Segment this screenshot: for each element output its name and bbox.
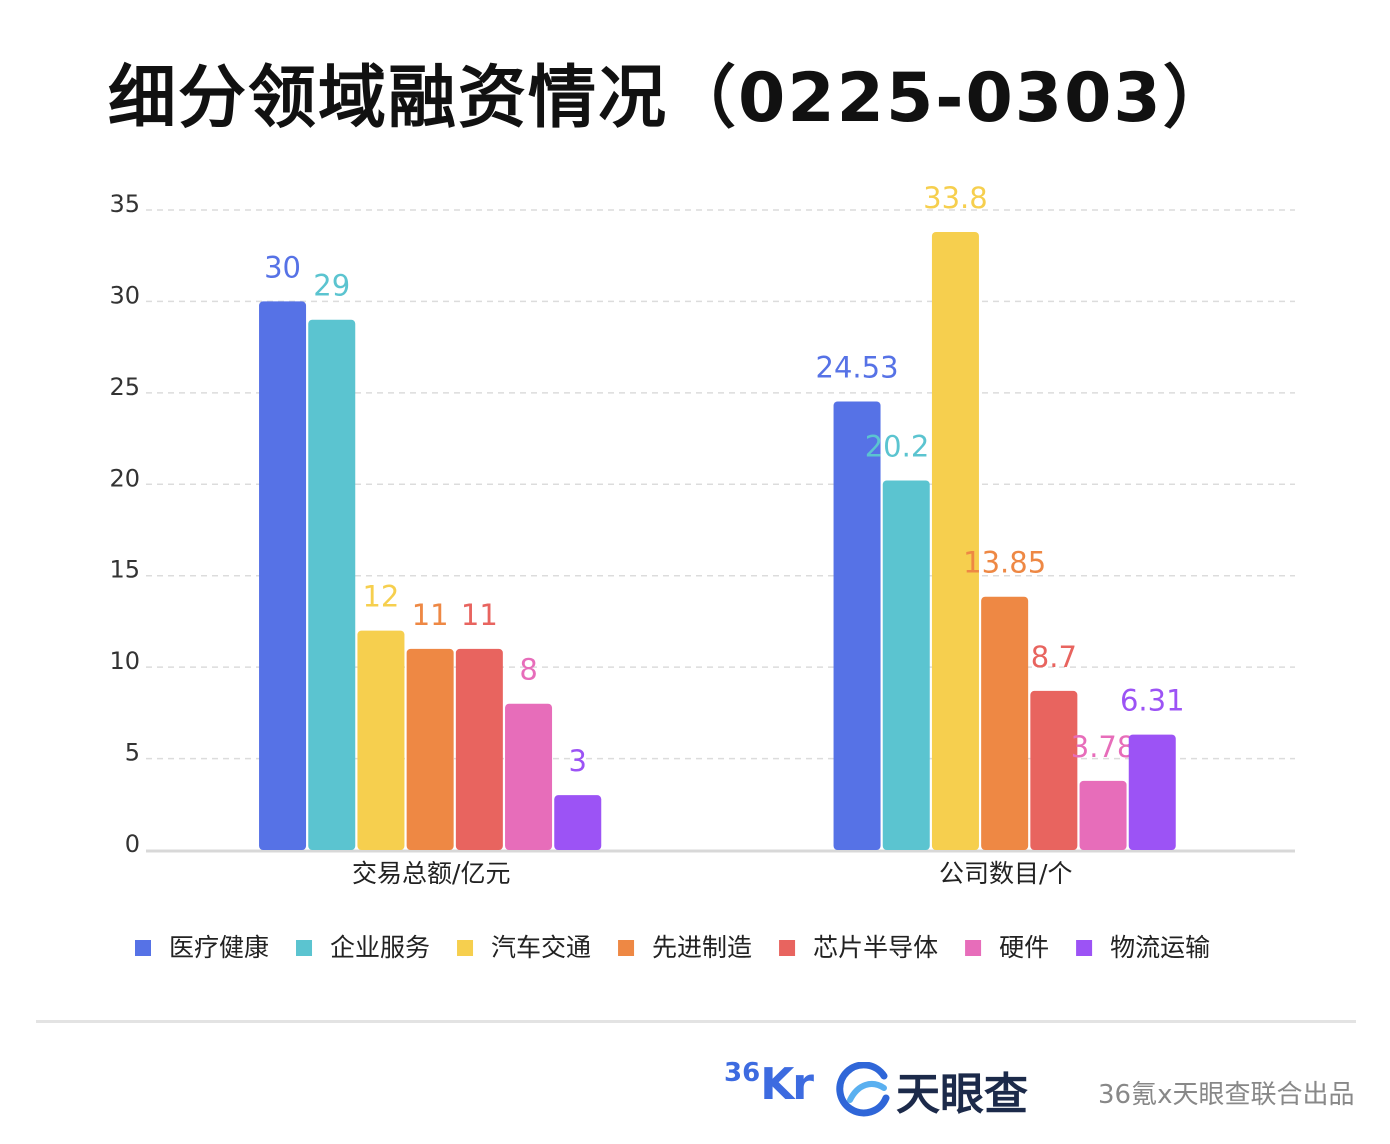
y-tick-label: 25 <box>109 373 140 401</box>
data-label: 3 <box>569 744 587 778</box>
data-label: 11 <box>412 598 449 632</box>
y-tick-label: 0 <box>125 830 140 858</box>
bar-7-2 <box>1128 734 1176 850</box>
y-tick-label: 10 <box>109 647 140 675</box>
chart-title: 细分领域融资情况（0225-0303） <box>108 59 1233 138</box>
bar-5-2 <box>1030 690 1078 850</box>
legend-swatch <box>135 940 151 956</box>
bar-7-1 <box>554 795 602 850</box>
bar-6-2 <box>1079 780 1127 850</box>
data-label: 11 <box>461 598 498 632</box>
y-tick-label: 30 <box>109 281 140 309</box>
logo-36kr: 36Kr <box>724 1058 814 1110</box>
data-label: 29 <box>313 269 350 303</box>
legend-swatch <box>779 940 796 956</box>
legend-swatch <box>618 940 635 956</box>
y-tick-label: 20 <box>109 464 140 492</box>
legend-item: 物流运输 <box>1110 933 1210 962</box>
legend-swatch <box>965 940 982 956</box>
y-tick-label: 35 <box>109 190 140 218</box>
credit-text: 36氪x天眼查联合出品 <box>1098 1080 1355 1110</box>
data-label: 6.31 <box>1120 684 1185 718</box>
data-label: 8 <box>519 653 537 687</box>
legend-item: 汽车交通 <box>491 933 591 962</box>
footer-divider <box>36 1020 1356 1023</box>
bar-1-1 <box>259 301 307 850</box>
legend-swatch <box>296 940 313 956</box>
data-label: 12 <box>362 580 399 614</box>
legend-swatch <box>1076 940 1093 956</box>
data-label: 3.78 <box>1071 730 1136 764</box>
legend-item: 硬件 <box>999 933 1049 962</box>
bar-3-2 <box>931 231 979 850</box>
bar-6-1 <box>505 703 553 850</box>
data-label: 30 <box>264 250 301 284</box>
data-label: 24.53 <box>816 350 899 384</box>
x-tick-label: 公司数目/个 <box>939 859 1072 888</box>
x-tick-label: 交易总额/亿元 <box>352 859 510 888</box>
bar-4-1 <box>406 648 454 850</box>
data-label: 13.85 <box>963 546 1046 580</box>
legend-item: 企业服务 <box>330 933 430 962</box>
bar-4-2 <box>981 596 1029 850</box>
logo-tianyancha: 天眼查 <box>836 1058 1028 1120</box>
legend-item: 医疗健康 <box>169 933 269 962</box>
bar-2-1 <box>308 319 356 850</box>
legend-swatch <box>457 940 474 956</box>
data-label: 33.8 <box>923 181 988 215</box>
bar-2-2 <box>882 480 930 850</box>
legend-item: 先进制造 <box>652 933 752 962</box>
eye-icon <box>836 1062 890 1117</box>
data-label: 8.7 <box>1031 640 1077 674</box>
y-tick-label: 15 <box>109 556 140 584</box>
bar-1-2 <box>833 401 881 850</box>
bar-3-1 <box>357 630 405 850</box>
bar-5-1 <box>455 648 503 850</box>
y-tick-label: 5 <box>125 739 140 767</box>
legend-item: 芯片半导体 <box>813 933 938 962</box>
